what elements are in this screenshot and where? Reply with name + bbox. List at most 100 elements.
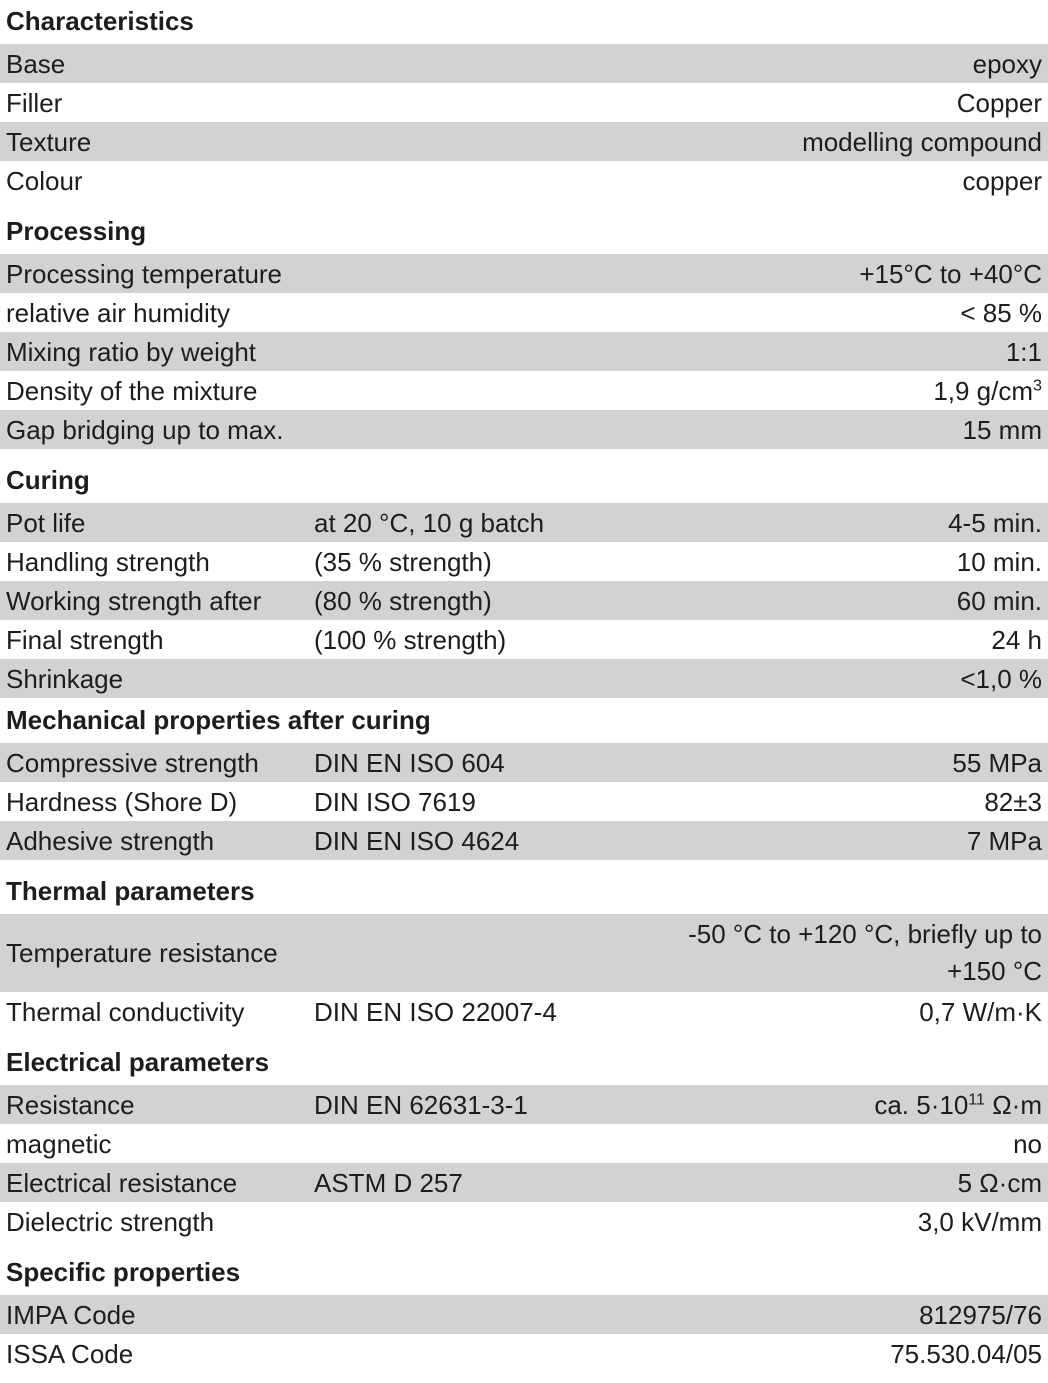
row-value: epoxy [973, 49, 1042, 79]
section-title: Thermal parameters [6, 876, 255, 906]
table-row: Adhesive strength DIN EN ISO 4624 7 MPa [0, 821, 1048, 860]
row-value-text: no [1013, 1128, 1042, 1159]
row-standard: ASTM D 257 [314, 1167, 463, 1198]
table-row: Handling strength (35 % strength) 10 min. [0, 542, 1048, 581]
row-value: 812975/76 [919, 1300, 1042, 1330]
row-value-text: 4-5 min. [948, 507, 1042, 538]
row-label: Colour [6, 165, 83, 196]
row-value-text: 10 min. [956, 546, 1042, 577]
row-standard: (80 % strength) [314, 585, 492, 616]
section-title: Specific properties [6, 1257, 241, 1287]
row-value-text: 24 h [991, 624, 1042, 655]
row-value: 7 MPa [967, 826, 1042, 856]
row-value-text: 1,9 g/cm [933, 375, 1034, 406]
row-value-text: 3,0 kV/mm [917, 1206, 1042, 1237]
table-row: Hardness (Shore D) DIN ISO 7619 82±3 [0, 782, 1048, 821]
row-value-text: copper [962, 165, 1043, 196]
row-value-text: 5 Ω·cm [957, 1167, 1042, 1198]
row-label: Filler [6, 87, 63, 118]
row-label: Electrical resistance [6, 1167, 238, 1198]
row-value-text: 75.530.04/05 [890, 1338, 1042, 1369]
table-row: Electrical resistance ASTM D 257 5 Ω·cm [0, 1163, 1048, 1202]
row-value-superscript: 3 [1033, 375, 1042, 394]
row-value-text: epoxy [972, 48, 1042, 79]
row-label: Density of the mixture [6, 375, 258, 406]
row-value: Copper [957, 88, 1042, 118]
row-label: relative air humidity [6, 297, 230, 328]
row-standard: DIN EN ISO 22007-4 [314, 996, 557, 1027]
section-mechanical-properties-after-curing: Mechanical properties after curing Compre… [0, 705, 1048, 860]
row-value: 82±3 [984, 787, 1042, 817]
table-row: Shrinkage <1,0 % [0, 659, 1048, 698]
section-processing: Processing Processing temperature +15°C to… [0, 216, 1048, 449]
row-label: magnetic [6, 1128, 112, 1159]
table-row: Compressive strength DIN EN ISO 604 55 MPa [0, 743, 1048, 782]
table-row: Mixing ratio by weight 1:1 [0, 332, 1048, 371]
row-value-text: 1:1 [1005, 336, 1042, 367]
section-title: Mechanical properties after curing [6, 705, 431, 735]
row-label: Final strength [6, 624, 164, 655]
section-title: Curing [6, 465, 90, 495]
row-value: no [1013, 1129, 1042, 1159]
row-label: IMPA Code [6, 1299, 136, 1330]
row-value-text: ca. 5·10 [874, 1089, 969, 1120]
table-row: Thermal conductivity DIN EN ISO 22007-4 0,… [0, 992, 1048, 1031]
row-label: Hardness (Shore D) [6, 786, 238, 817]
row-standard: DIN EN 62631-3-1 [314, 1089, 528, 1120]
table-row: Pot life at 20 °C, 10 g batch 4-5 min. [0, 503, 1048, 542]
row-value-text: 60 min. [956, 585, 1042, 616]
table-row: Resistance DIN EN 62631-3-1 ca. 5·1011 Ω·m [0, 1085, 1048, 1124]
row-value-unit: Ω·m [985, 1089, 1042, 1120]
row-value-text: +15°C to +40°C [859, 258, 1042, 289]
table-row: ISSA Code 75.530.04/05 [0, 1334, 1048, 1373]
row-label: Gap bridging up to max. [6, 414, 284, 445]
row-value-text: -50 °C to +120 °C, briefly up to [688, 919, 1042, 949]
row-value: +15°C to +40°C [859, 259, 1042, 289]
row-value-text: <1,0 % [960, 663, 1042, 694]
table-row: Temperature resistance -50 °C to +120 °C,… [0, 914, 1048, 992]
table-row: Density of the mixture 1,9 g/cm3 [0, 371, 1048, 410]
row-value-text: 7 MPa [966, 825, 1042, 856]
table-row: Gap bridging up to max. 15 mm [0, 410, 1048, 449]
row-value: modelling compound [802, 127, 1042, 157]
row-value-text: 82±3 [984, 786, 1042, 817]
section-title: Processing [6, 216, 147, 246]
row-value: copper [963, 166, 1043, 196]
row-value-superscript: 11 [968, 1089, 986, 1108]
row-standard: at 20 °C, 10 g batch [314, 507, 545, 538]
table-row: Colour copper [0, 161, 1048, 200]
section-curing: Curing Pot life at 20 °C, 10 g batch 4-5 mi… [0, 465, 1048, 698]
section-specific-properties: Specific properties IMPA Code 812975/76 ISS… [0, 1257, 1048, 1373]
section-electrical-parameters: Electrical parameters Resistance DIN EN 62… [0, 1047, 1048, 1241]
section-title: Characteristics [6, 6, 194, 36]
row-standard: DIN ISO 7619 [314, 786, 476, 817]
row-standard: (100 % strength) [314, 624, 507, 655]
row-label: Resistance [6, 1089, 135, 1120]
row-label: Working strength after [6, 585, 262, 616]
table-row: IMPA Code 812975/76 [0, 1295, 1048, 1334]
table-row: Filler Copper [0, 83, 1048, 122]
row-standard: DIN EN ISO 604 [314, 747, 505, 778]
row-standard: (35 % strength) [314, 546, 492, 577]
row-value-text: 812975/76 [919, 1299, 1042, 1330]
table-row: Working strength after (80 % strength) 60 … [0, 581, 1048, 620]
table-row: Base epoxy [0, 44, 1048, 83]
row-value: 10 min. [957, 547, 1042, 577]
row-label: Compressive strength [6, 747, 259, 778]
row-label: Thermal conductivity [6, 996, 245, 1027]
table-row: Final strength (100 % strength) 24 h [0, 620, 1048, 659]
row-value: 1:1 [1006, 337, 1042, 367]
table-row: relative air humidity < 85 % [0, 293, 1048, 332]
row-value-text: modelling compound [802, 126, 1042, 157]
row-value: ca. 5·1011 Ω·m [874, 1090, 1042, 1120]
row-value-line2: +150 °C [947, 956, 1042, 986]
row-value-text: < 85 % [960, 297, 1042, 328]
row-label: Temperature resistance [6, 938, 278, 968]
row-value: -50 °C to +120 °C, briefly up to +150 °C [688, 916, 1042, 990]
section-characteristics: Characteristics Base epoxy Filler Copper Text… [0, 6, 1048, 200]
row-value: 55 MPa [952, 748, 1042, 778]
row-value-text: 55 MPa [952, 747, 1042, 778]
row-label: Pot life [6, 507, 86, 538]
row-value: 3,0 kV/mm [918, 1207, 1042, 1237]
